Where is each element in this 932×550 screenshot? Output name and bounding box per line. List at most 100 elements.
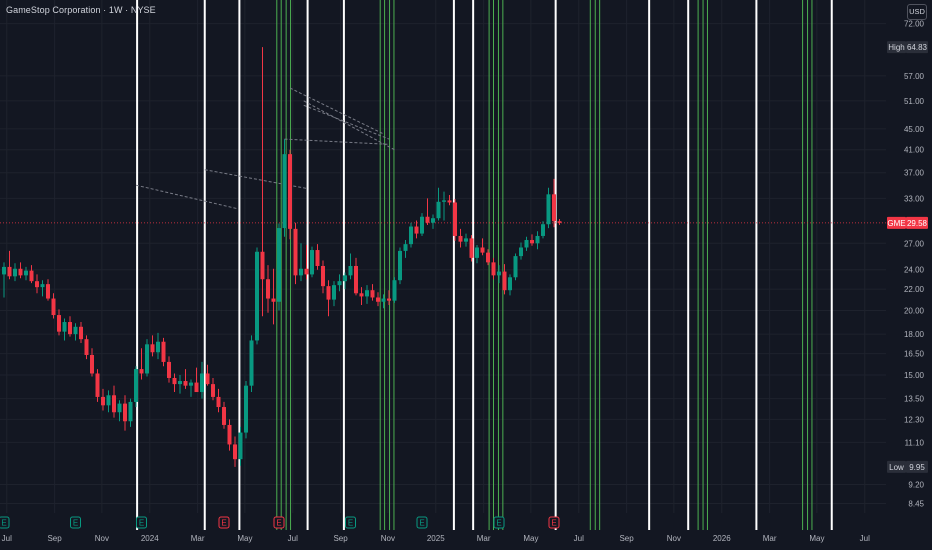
candle-body[interactable]: [73, 326, 78, 335]
candle-body[interactable]: [469, 238, 474, 258]
candle-body[interactable]: [200, 373, 204, 393]
candle-body[interactable]: [321, 265, 325, 287]
candle-body[interactable]: [79, 326, 83, 340]
candle-body[interactable]: [24, 270, 28, 276]
candle-body[interactable]: [475, 247, 479, 258]
trendline[interactable]: [135, 184, 238, 210]
candle-body[interactable]: [95, 373, 100, 397]
candle-body[interactable]: [260, 251, 265, 280]
candle-body[interactable]: [167, 361, 171, 378]
candle-body[interactable]: [557, 221, 562, 223]
candle-body[interactable]: [348, 265, 353, 276]
candle-body[interactable]: [392, 280, 397, 301]
candle-body[interactable]: [282, 154, 287, 229]
candle-body[interactable]: [255, 251, 259, 341]
candle-body[interactable]: [183, 381, 188, 386]
time-axis[interactable]: Jul Sep Nov 2024 Mar May Jul Sep Nov 2025 Mar May Ju…: [2, 534, 870, 543]
candle-body[interactable]: [436, 201, 441, 219]
earnings-marker-box[interactable]: [493, 516, 505, 529]
candle-body[interactable]: [370, 290, 375, 298]
candle-body[interactable]: [464, 238, 468, 242]
candle-body[interactable]: [156, 341, 160, 353]
candle-body[interactable]: [189, 382, 193, 386]
candle-body[interactable]: [288, 154, 292, 229]
candle-body[interactable]: [29, 270, 34, 282]
candle-body[interactable]: [387, 298, 391, 301]
candle-body[interactable]: [139, 369, 144, 374]
trendline[interactable]: [303, 104, 390, 140]
candle-body[interactable]: [238, 432, 243, 460]
earnings-marker[interactable]: E: [345, 516, 356, 529]
earnings-marker-box[interactable]: [136, 516, 147, 529]
candle-body[interactable]: [106, 395, 111, 406]
candle-body[interactable]: [442, 200, 446, 202]
candle-body[interactable]: [502, 271, 507, 291]
candle-body[interactable]: [453, 202, 457, 236]
candle-body[interactable]: [376, 297, 380, 302]
candle-body[interactable]: [216, 396, 221, 408]
candle-body[interactable]: [244, 385, 248, 433]
candle-body[interactable]: [480, 247, 485, 253]
candle-body[interactable]: [420, 216, 424, 234]
candle-body[interactable]: [266, 279, 270, 299]
earnings-marker-box[interactable]: [273, 516, 285, 529]
earnings-marker[interactable]: E: [136, 516, 147, 529]
candle-body[interactable]: [299, 268, 303, 276]
candle-body[interactable]: [161, 341, 166, 362]
price-axis[interactable]: 72.00 57.00 51.00 45.00 41.00 37.00 33.00 27.00…: [904, 20, 925, 509]
candle-body[interactable]: [425, 216, 430, 223]
candle-body[interactable]: [398, 250, 402, 281]
candle-body[interactable]: [13, 268, 17, 277]
candle-body[interactable]: [332, 285, 336, 300]
candle-body[interactable]: [134, 369, 138, 402]
candle-body[interactable]: [222, 407, 226, 425]
candle-body[interactable]: [123, 403, 127, 422]
currency-button[interactable]: USD: [907, 4, 927, 20]
trendline[interactable]: [289, 87, 384, 135]
candle-body[interactable]: [486, 252, 490, 263]
candle-body[interactable]: [40, 284, 45, 288]
candle-body[interactable]: [211, 384, 215, 397]
candle-body[interactable]: [365, 290, 369, 297]
earnings-marker-box[interactable]: [345, 516, 356, 529]
earnings-marker[interactable]: E: [0, 516, 10, 529]
candle-body[interactable]: [35, 281, 39, 288]
candle-body[interactable]: [84, 339, 89, 355]
candle-body[interactable]: [205, 373, 210, 385]
candle-body[interactable]: [530, 240, 534, 244]
candle-body[interactable]: [337, 281, 342, 286]
candle-body[interactable]: [7, 266, 12, 277]
candle-body[interactable]: [150, 344, 155, 353]
candle-body[interactable]: [513, 256, 518, 278]
candle-body[interactable]: [18, 268, 23, 276]
candle-body[interactable]: [128, 401, 133, 422]
candle-body[interactable]: [519, 247, 523, 257]
candle-body[interactable]: [546, 194, 551, 225]
candle-body[interactable]: [552, 194, 556, 222]
candle-body[interactable]: [172, 377, 177, 385]
earnings-marker-box[interactable]: [548, 516, 560, 529]
candle-body[interactable]: [90, 354, 94, 374]
candle-body[interactable]: [271, 298, 276, 302]
candle-body[interactable]: [508, 277, 512, 291]
candle-body[interactable]: [227, 424, 232, 445]
candle-body[interactable]: [447, 200, 452, 203]
candle-body[interactable]: [101, 396, 105, 406]
candle-body[interactable]: [359, 293, 364, 297]
candle-body[interactable]: [414, 226, 419, 234]
candle-body[interactable]: [315, 250, 320, 266]
earnings-marker[interactable]: E: [218, 516, 230, 529]
trendline[interactable]: [284, 138, 390, 145]
candle-body[interactable]: [304, 268, 309, 275]
earnings-marker[interactable]: E: [70, 516, 81, 529]
earnings-marker[interactable]: E: [548, 516, 560, 529]
candle-body[interactable]: [497, 271, 501, 276]
candle-body[interactable]: [249, 340, 254, 386]
candle-body[interactable]: [112, 395, 116, 413]
earnings-marker-box[interactable]: [218, 516, 230, 529]
candle-body[interactable]: [535, 235, 540, 244]
candle-body[interactable]: [403, 244, 408, 251]
candle-body[interactable]: [310, 250, 314, 275]
